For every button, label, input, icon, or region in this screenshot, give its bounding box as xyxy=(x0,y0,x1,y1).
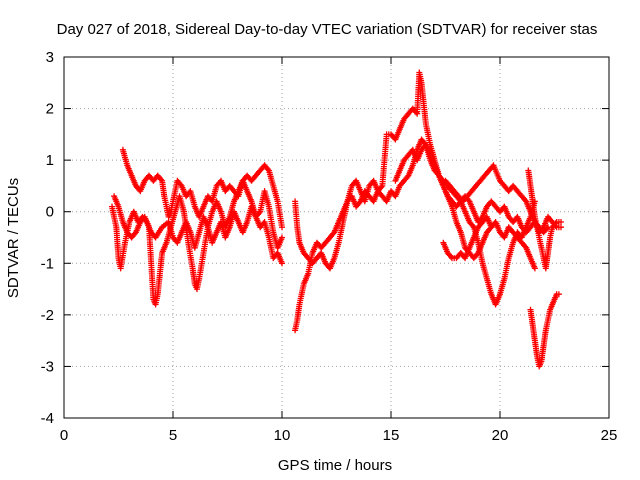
data-point xyxy=(558,224,564,231)
y-tick-label: 0 xyxy=(46,204,54,221)
series-trace-6 xyxy=(392,141,538,272)
x-tick-label: 20 xyxy=(492,427,509,444)
y-tick-label: -1 xyxy=(41,255,54,272)
data-point xyxy=(158,176,164,183)
data-point xyxy=(555,291,562,298)
series-trace-7 xyxy=(442,162,551,236)
data-point xyxy=(488,224,495,231)
data-point xyxy=(558,219,564,225)
data-points xyxy=(109,69,564,370)
data-point xyxy=(378,184,385,191)
data-point xyxy=(552,220,559,227)
data-point xyxy=(279,260,285,267)
x-axis-label: GPS time / hours xyxy=(278,457,392,474)
series-trace-2 xyxy=(119,146,285,231)
x-tick-label: 15 xyxy=(383,427,400,444)
data-point xyxy=(279,234,285,241)
y-tick-label: -4 xyxy=(41,410,54,427)
data-point xyxy=(413,109,420,116)
x-tick-label: 5 xyxy=(169,427,177,444)
axis-ticks: 0 5 10 15 20 25 -4 -3 -2 -1 0 1 2 3 xyxy=(41,49,618,444)
series-trace-3 xyxy=(111,177,285,308)
series-trace-9 xyxy=(525,167,564,272)
y-tick-label: 3 xyxy=(46,49,54,66)
x-tick-label: 10 xyxy=(274,427,291,444)
data-point xyxy=(256,210,263,216)
y-tick-label: -3 xyxy=(41,358,54,375)
y-tick-label: 2 xyxy=(46,101,54,118)
x-tick-label: 25 xyxy=(601,427,618,444)
y-tick-label: 1 xyxy=(46,152,54,169)
y-axis-label: SDTVAR / TECUs xyxy=(5,178,22,298)
series-trace-10 xyxy=(527,291,562,370)
series-trace-8 xyxy=(440,213,495,262)
y-tick-label: -2 xyxy=(41,307,54,324)
data-point xyxy=(531,265,538,272)
data-point xyxy=(264,166,271,173)
grid-lines xyxy=(64,57,609,418)
data-point xyxy=(543,225,550,232)
data-point xyxy=(448,253,454,260)
data-point xyxy=(279,224,285,231)
plot-frame xyxy=(63,56,610,419)
x-tick-label: 0 xyxy=(60,427,68,444)
data-point xyxy=(469,222,476,229)
chart-title: Day 027 of 2018, Sidereal Day-to-day VTE… xyxy=(57,21,598,38)
